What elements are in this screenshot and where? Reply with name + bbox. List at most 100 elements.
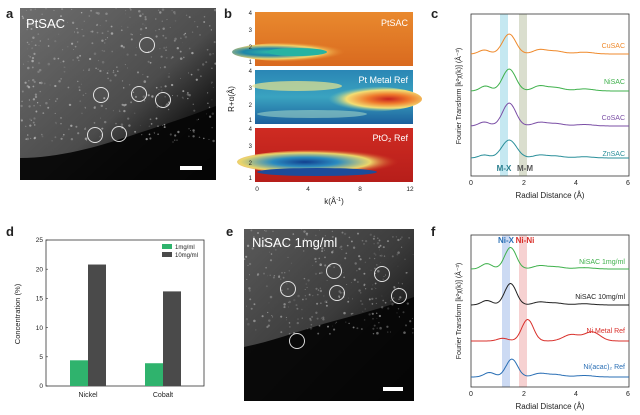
texture-speck xyxy=(346,284,348,285)
texture-speck xyxy=(333,328,336,331)
texture-speck xyxy=(269,274,271,276)
texture-speck xyxy=(124,103,127,106)
texture-speck xyxy=(199,33,201,36)
texture-speck xyxy=(340,245,343,248)
texture-speck xyxy=(363,243,365,245)
texture-speck xyxy=(312,295,314,297)
texture-speck xyxy=(78,89,81,91)
spectrum-znsac xyxy=(470,139,629,159)
texture-speck xyxy=(185,14,188,17)
texture-speck xyxy=(67,86,70,89)
texture-speck xyxy=(164,85,167,88)
texture-speck xyxy=(107,70,109,72)
texture-speck xyxy=(325,301,328,303)
texture-speck xyxy=(373,324,376,327)
texture-speck xyxy=(114,74,117,77)
x-tick-label: 2 xyxy=(522,180,526,187)
texture-speck xyxy=(163,123,166,126)
y-tick-label: 15 xyxy=(36,296,44,303)
texture-speck xyxy=(206,113,208,115)
texture-speck xyxy=(194,20,196,23)
texture-speck xyxy=(47,45,50,47)
texture-speck xyxy=(26,41,29,44)
texture-speck xyxy=(38,68,42,72)
texture-speck xyxy=(60,78,62,80)
texture-speck xyxy=(342,271,344,273)
texture-speck xyxy=(343,276,345,279)
texture-speck xyxy=(170,57,173,60)
texture-speck xyxy=(273,245,276,248)
texture-speck xyxy=(32,85,35,88)
texture-speck xyxy=(81,112,83,115)
texture-speck xyxy=(371,303,374,305)
band-ni-ni xyxy=(519,235,527,387)
texture-speck xyxy=(147,93,150,97)
texture-speck xyxy=(32,98,36,101)
panel-b-yticks: 1 2 3 4 1 2 3 4 1 2 3 4 xyxy=(249,11,253,182)
texture-speck xyxy=(34,8,37,10)
texture-speck xyxy=(51,19,54,23)
texture-speck xyxy=(341,231,344,234)
texture-speck xyxy=(404,258,406,260)
texture-speck xyxy=(213,8,216,12)
panel-f-xticks: 0 2 4 6 xyxy=(469,391,630,398)
panel-letter-b: b xyxy=(224,6,232,21)
texture-speck xyxy=(320,302,322,304)
texture-speck xyxy=(163,46,166,50)
texture-speck xyxy=(80,11,83,14)
texture-speck xyxy=(283,303,286,306)
texture-speck xyxy=(387,331,389,333)
texture-speck xyxy=(203,137,205,140)
texture-speck xyxy=(317,332,320,335)
texture-speck xyxy=(101,60,105,64)
texture-speck xyxy=(247,322,250,326)
series-label-cosac: CoSAC xyxy=(602,115,625,122)
scale-bar xyxy=(383,387,403,391)
texture-speck xyxy=(161,8,165,11)
texture-speck xyxy=(318,324,321,327)
texture-speck xyxy=(83,20,85,22)
texture-speck xyxy=(76,41,79,43)
texture-speck xyxy=(208,106,211,109)
panel-a-sample-label: PtSAC xyxy=(26,16,66,31)
texture-speck xyxy=(80,83,82,85)
texture-speck xyxy=(375,312,378,315)
y-tick-label: 0 xyxy=(39,383,43,390)
texture-speck xyxy=(363,319,366,321)
texture-speck xyxy=(96,24,98,26)
texture-speck xyxy=(324,235,327,237)
series-label-cusac: CuSAC xyxy=(602,43,625,50)
texture-speck xyxy=(91,30,94,33)
panel-f-ft-exafs: Ni-X Ni-Ni NiSAC 1mg/ml NiSAC 10mg/ml Ni… xyxy=(454,234,630,411)
texture-speck xyxy=(304,295,306,297)
texture-speck xyxy=(181,96,184,99)
y-tick-label: 3 xyxy=(249,144,253,150)
texture-speck xyxy=(134,53,137,57)
texture-speck xyxy=(361,239,364,242)
texture-speck xyxy=(76,31,79,34)
texture-speck xyxy=(280,331,283,334)
y-tick-label: 25 xyxy=(36,237,44,244)
texture-speck xyxy=(408,237,410,239)
texture-speck xyxy=(113,70,115,72)
stem-image-nisac: NiSAC 1mg/ml xyxy=(244,229,414,401)
spectrum-ni-acac-ref xyxy=(471,358,629,378)
highlight-circle xyxy=(329,285,345,301)
texture-speck xyxy=(74,31,75,33)
texture-speck xyxy=(88,69,90,71)
texture-speck xyxy=(33,137,36,140)
texture-speck xyxy=(76,27,78,30)
texture-speck xyxy=(296,321,299,325)
texture-speck xyxy=(212,139,215,143)
texture-speck xyxy=(316,293,319,296)
texture-speck xyxy=(211,127,213,129)
texture-speck xyxy=(305,283,307,285)
x-tick-label: 8 xyxy=(358,186,362,193)
texture-speck xyxy=(364,308,366,310)
bar-nickel-1 xyxy=(88,264,106,386)
texture-speck xyxy=(173,10,176,14)
texture-speck xyxy=(315,260,317,263)
panel-b-wavelet-figure: PtSAC Pt Metal Ref PtO₂ Ref 1 2 3 4 1 2 … xyxy=(227,11,422,206)
texture-speck xyxy=(211,99,213,101)
texture-speck xyxy=(343,232,347,236)
